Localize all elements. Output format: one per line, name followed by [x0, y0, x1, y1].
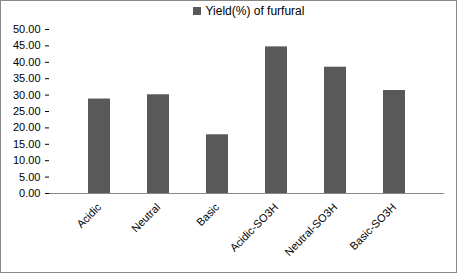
svg-text:Acidic: Acidic — [74, 200, 104, 230]
svg-text:30.00: 30.00 — [13, 89, 41, 101]
svg-text:10.00: 10.00 — [13, 154, 41, 166]
svg-text:15.00: 15.00 — [13, 138, 41, 150]
html-text:Yield(%) of furfural: Yield(%) of furfural — [205, 4, 305, 18]
svg-text:40.00: 40.00 — [13, 56, 41, 68]
svg-text:Neutral-SO3H: Neutral-SO3H — [282, 201, 339, 258]
svg-text:Acidic-SO3H: Acidic-SO3H — [227, 201, 280, 254]
svg-text:5.00: 5.00 — [19, 171, 40, 183]
svg-text:35.00: 35.00 — [13, 72, 41, 84]
svg-text:50.00: 50.00 — [13, 23, 41, 35]
svg-text:25.00: 25.00 — [13, 105, 41, 117]
svg-text:0.00: 0.00 — [19, 187, 40, 199]
svg-text:Basic-SO3H: Basic-SO3H — [347, 201, 398, 252]
svg-text:Basic: Basic — [194, 200, 222, 228]
svg-text:Neutral: Neutral — [129, 201, 163, 235]
svg-text:20.00: 20.00 — [13, 121, 41, 133]
svg-text:45.00: 45.00 — [13, 39, 41, 51]
